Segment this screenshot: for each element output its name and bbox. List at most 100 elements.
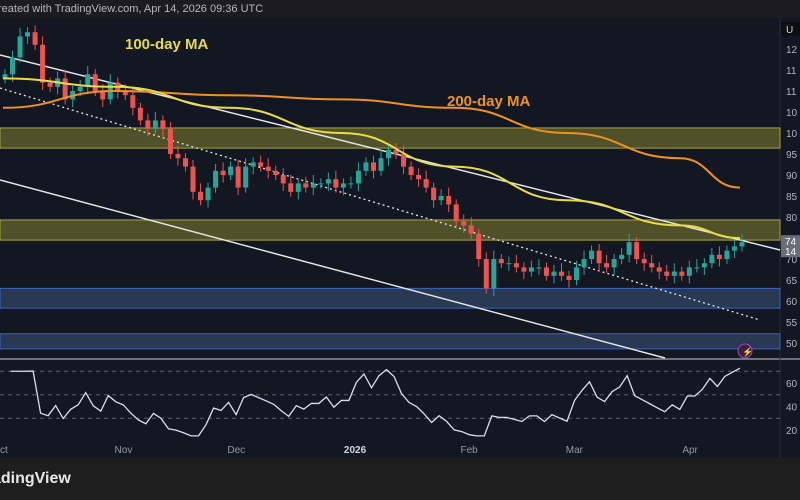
price-tick-label: 65 [786, 276, 798, 287]
candle-body [288, 183, 294, 192]
candle-body [295, 183, 301, 192]
candle-body [558, 271, 564, 276]
candle-body [581, 259, 587, 268]
candle-body [634, 242, 640, 259]
candle-body [198, 191, 204, 201]
candle-body [543, 267, 549, 276]
price-tick-label: 55 [786, 318, 798, 329]
candle-body [408, 166, 414, 175]
candle-body [416, 175, 422, 180]
ma100-line [2, 77, 740, 239]
price-tick-label: 10 [786, 129, 798, 140]
candle-body [85, 74, 91, 87]
candle-body [333, 179, 339, 188]
candle-body [423, 179, 429, 188]
candle-body [536, 267, 542, 269]
resistance-zone [0, 127, 781, 149]
price-chart[interactable]: 100-day MA 200-day MA ⚡ 12 11 11 10 10 95 90 85 80 7… [0, 18, 800, 458]
candle-body [318, 183, 324, 185]
candle-body [17, 36, 23, 58]
time-tick-label: Nov [115, 445, 133, 456]
footer: adingView [0, 458, 800, 500]
candle-body [213, 170, 219, 188]
time-tick-label: Dec [227, 445, 245, 456]
price-tick-label: 90 [786, 171, 798, 182]
candle-body [205, 187, 211, 201]
candle-body [709, 254, 715, 264]
candle-body [716, 254, 722, 259]
candle-body [611, 259, 617, 268]
candle-body [551, 271, 557, 276]
candle-body [280, 175, 286, 184]
candle-body [596, 250, 602, 264]
candle-body [649, 263, 655, 268]
candle-body [701, 263, 707, 268]
candle-body [446, 196, 452, 205]
candle-body [2, 74, 8, 79]
candle-body [25, 32, 31, 37]
candle-body [62, 78, 68, 100]
candle-body [506, 263, 512, 265]
candle-body [243, 166, 249, 188]
ma200-label: 200-day MA [447, 93, 531, 110]
candle-body [498, 259, 504, 264]
lightning-glyph: ⚡ [742, 346, 753, 358]
candle-body [145, 120, 151, 129]
price-tick-label: 60 [786, 297, 798, 308]
candle-body [513, 263, 519, 268]
currency-badge [781, 22, 800, 36]
candle-body [626, 242, 632, 255]
candle-body [265, 166, 271, 171]
candle-body [401, 154, 407, 167]
candle-body [355, 170, 361, 184]
candle-body [47, 82, 53, 87]
candle-body [340, 183, 346, 188]
candle-body [483, 259, 489, 289]
candle-body [182, 158, 188, 167]
candle-body [378, 158, 384, 171]
time-axis [0, 440, 780, 458]
lower-channel-line [0, 179, 666, 359]
time-tick-label: ct [0, 445, 8, 456]
candle-body [431, 187, 437, 201]
candle-body [130, 95, 136, 108]
candle-body [589, 250, 595, 259]
price-tick-label: 80 [786, 213, 798, 224]
candle-body [461, 221, 467, 226]
price-tick-label: 50 [786, 339, 798, 350]
candle-body [731, 246, 737, 251]
candle-body [566, 275, 572, 280]
candle-body [122, 91, 128, 96]
price-tick-label: 11 [786, 87, 797, 98]
time-tick-label: Mar [566, 445, 584, 456]
time-tick-label: 2026 [344, 445, 367, 456]
candle-body [100, 91, 106, 100]
candle-body [250, 162, 256, 167]
last-price-badge [781, 235, 800, 258]
candle-body [77, 86, 83, 91]
last-price-text: 74 [785, 237, 797, 248]
candle-body [235, 166, 241, 188]
candle-body [468, 225, 474, 234]
candle-body [363, 162, 369, 171]
support-zone [0, 333, 781, 350]
last-price-text: 14 [785, 247, 797, 258]
support-zone [0, 287, 781, 309]
candle-body [303, 183, 309, 188]
price-tick-label: 10 [786, 108, 798, 119]
price-tick-label: 70 [786, 255, 798, 266]
currency-label: U [786, 25, 793, 36]
candle-body [664, 271, 670, 276]
candle-body [438, 196, 444, 201]
ma100-label: 100-day MA [125, 36, 209, 53]
candle-body [167, 128, 173, 154]
candle-body [453, 204, 459, 222]
candle-body [92, 74, 98, 91]
price-tick-label: 95 [786, 150, 798, 161]
candle-body [656, 267, 662, 272]
candle-body [679, 271, 685, 276]
candle-body [348, 183, 354, 185]
candle-body [386, 149, 392, 159]
rsi-line [10, 367, 741, 437]
candle-body [671, 271, 677, 276]
